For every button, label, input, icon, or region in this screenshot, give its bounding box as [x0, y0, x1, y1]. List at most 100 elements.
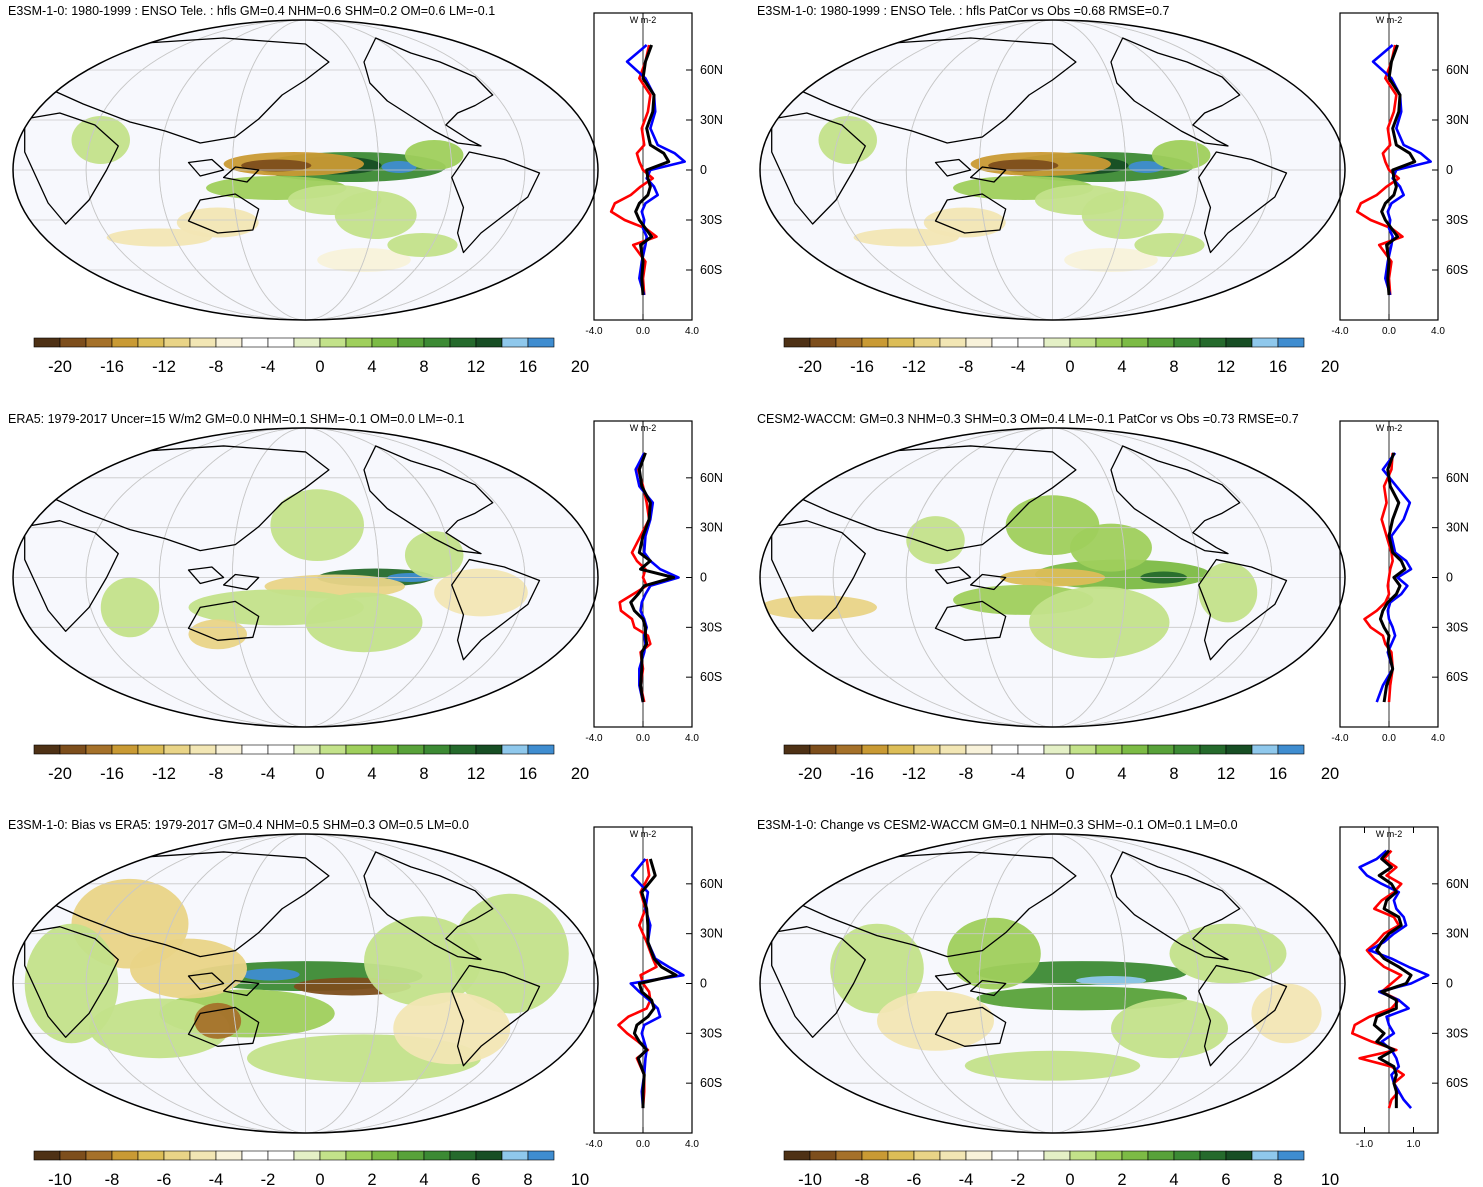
zonal-x-tick-label: 0.0: [636, 733, 650, 744]
colorbar-swatch: [137, 337, 165, 348]
coastline: [969, 979, 1007, 997]
colorbar-swatch: [527, 744, 555, 755]
coastline: [187, 566, 225, 585]
colorbar-tick-label: -10: [48, 1171, 72, 1187]
lat-tick-label: 60N: [1446, 471, 1469, 485]
field-patch: [305, 592, 423, 653]
coastline: [1110, 445, 1241, 555]
colorbar-swatch: [1095, 744, 1123, 755]
colorbar-swatch: [215, 1150, 243, 1161]
colorbar-swatch: [1173, 337, 1201, 348]
colorbar-swatch: [1043, 744, 1071, 755]
colorbar-swatch: [371, 1150, 399, 1161]
colorbar-swatch: [189, 1150, 217, 1161]
colorbar-swatch: [913, 744, 941, 755]
coastline: [35, 445, 330, 552]
zonal-mean-plot: W m-2 60N 30N 0 30S 60S -1.0 1.0: [1339, 826, 1469, 1150]
colorbar-tick-label: -4: [959, 1171, 974, 1187]
colorbar: -20 -16 -12 -8 -4 0 4 8 12 16 20: [783, 337, 1339, 376]
zonal-series-3-line: [629, 452, 676, 703]
colorbar-swatch: [1147, 1150, 1175, 1161]
zonal-x-tick-label: 4.0: [685, 326, 699, 337]
colorbar-tick-label: -8: [209, 358, 224, 376]
coastline: [1198, 558, 1288, 661]
zonal-unit: W m-2: [630, 15, 657, 25]
coastline: [24, 520, 119, 632]
lat-tick-label: 0: [1446, 163, 1453, 177]
panel-title: E3SM-1-0: Bias vs ERA5: 1979-2017 GM=0.4…: [8, 818, 469, 832]
colorbar-swatch: [939, 1150, 967, 1161]
coastline: [1110, 851, 1241, 961]
colorbar-swatch: [163, 1150, 191, 1161]
lat-tick-label: 0: [1446, 977, 1453, 991]
colorbar-tick-label: -2: [1011, 1171, 1026, 1187]
colorbar-swatch: [1173, 1150, 1201, 1161]
panel-1: E3SM-1-0: 1980-1999 : ENSO Tele. : hfls …: [8, 4, 723, 376]
lat-tick-label: 0: [700, 977, 707, 991]
colorbar-swatch: [293, 1150, 321, 1161]
coastline: [187, 158, 225, 177]
colorbar-tick-label: 12: [1217, 765, 1235, 783]
colorbar-swatch: [913, 337, 941, 348]
zonal-mean-plot: W m-2 60N 30N 0 30S 60S -4.0 0.0 4.0: [585, 826, 723, 1150]
colorbar-swatch: [397, 337, 425, 348]
map-border: [759, 19, 1346, 321]
colorbar-tick-label: 0: [315, 358, 324, 376]
colorbar-swatch: [1095, 1150, 1123, 1161]
colorbar-swatch: [111, 744, 139, 755]
colorbar-swatch: [1277, 744, 1305, 755]
colorbar-swatch: [1251, 744, 1279, 755]
coastline: [934, 972, 972, 991]
colorbar-tick-label: 10: [571, 1171, 589, 1187]
coastline: [1198, 151, 1288, 254]
map-field: [13, 20, 598, 320]
colorbar-swatch: [1147, 744, 1175, 755]
colorbar-swatch: [1017, 1150, 1045, 1161]
colorbar-swatch: [1199, 744, 1227, 755]
colorbar-swatch: [319, 337, 347, 348]
colorbar-swatch: [267, 744, 295, 755]
coastline: [451, 964, 541, 1067]
colorbar-tick-label: 8: [419, 358, 428, 376]
colorbar-swatch: [59, 744, 87, 755]
field-patch: [241, 968, 300, 981]
colorbar: -10 -8 -6 -4 -2 0 2 4 6 8 10: [33, 1150, 589, 1187]
field-patch: [853, 228, 959, 247]
field-patch: [947, 917, 1041, 990]
colorbar-tick-label: -16: [100, 765, 124, 783]
coastline: [1110, 37, 1241, 147]
colorbar-swatch: [189, 744, 217, 755]
coastline: [782, 851, 1077, 958]
lat-tick-label: 30N: [700, 113, 723, 127]
map-field: [760, 20, 1345, 320]
field-patch: [89, 998, 230, 1059]
coastline: [187, 972, 225, 991]
colorbar-tick-label: -8: [959, 358, 974, 376]
lat-tick-label: 60S: [700, 670, 722, 684]
colorbar-swatch: [371, 744, 399, 755]
colorbar-swatch: [1173, 744, 1201, 755]
lat-tick-label: 30S: [1446, 1026, 1468, 1040]
field-patch: [1169, 923, 1287, 984]
field-patch: [1151, 140, 1211, 171]
zonal-series-3-line: [1372, 849, 1413, 1109]
colorbar-swatch: [1147, 337, 1175, 348]
colorbar-swatch: [809, 1150, 837, 1161]
colorbar-swatch: [449, 337, 477, 348]
coastline: [24, 926, 119, 1038]
colorbar-swatch: [449, 1150, 477, 1161]
field-patch: [1075, 976, 1147, 986]
colorbar-swatch: [241, 337, 269, 348]
colorbar-swatch: [189, 337, 217, 348]
zonal-unit: W m-2: [630, 829, 657, 839]
colorbar-swatch: [111, 337, 139, 348]
field-patch: [334, 191, 417, 240]
colorbar-swatch: [1251, 337, 1279, 348]
panel-title: CESM2-WACCM: GM=0.3 NHM=0.3 SHM=0.3 OM=0…: [757, 412, 1299, 426]
colorbar-swatch: [1277, 337, 1305, 348]
zonal-mean-plot: W m-2 60N 30N 0 30S 60S -4.0 0.0 4.0: [585, 12, 723, 337]
coastline: [451, 558, 541, 661]
colorbar-swatch: [1069, 744, 1097, 755]
zonal-unit: W m-2: [1376, 829, 1403, 839]
colorbar-swatch: [267, 337, 295, 348]
